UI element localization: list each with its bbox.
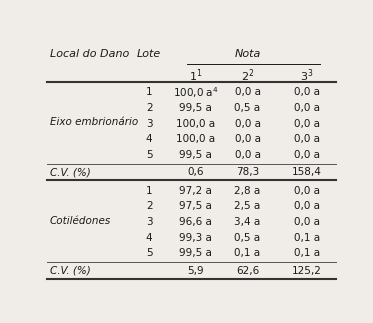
Text: 3: 3: [146, 217, 153, 227]
Text: Eixo embrionário: Eixo embrionário: [50, 117, 138, 127]
Text: 96,6 a: 96,6 a: [179, 217, 212, 227]
Text: 2,5 a: 2,5 a: [234, 202, 261, 212]
Text: 4: 4: [146, 233, 153, 243]
Text: 97,5 a: 97,5 a: [179, 202, 212, 212]
Text: 0,0 a: 0,0 a: [294, 186, 320, 196]
Text: 5: 5: [146, 248, 153, 258]
Text: 4: 4: [146, 134, 153, 144]
Text: $1^{1}$: $1^{1}$: [189, 68, 202, 84]
Text: 2,8 a: 2,8 a: [234, 186, 261, 196]
Text: 3: 3: [146, 119, 153, 129]
Text: 0,0 a: 0,0 a: [294, 119, 320, 129]
Text: 1: 1: [146, 88, 153, 98]
Text: 0,1 a: 0,1 a: [294, 233, 320, 243]
Text: Nota: Nota: [234, 49, 261, 59]
Text: 100,0 a: 100,0 a: [176, 119, 215, 129]
Text: 0,0 a: 0,0 a: [294, 134, 320, 144]
Text: 99,5 a: 99,5 a: [179, 150, 212, 160]
Text: 0,0 a: 0,0 a: [294, 150, 320, 160]
Text: 2: 2: [146, 202, 153, 212]
Text: 0,1 a: 0,1 a: [235, 248, 261, 258]
Text: 0,0 a: 0,0 a: [235, 119, 260, 129]
Text: Cotilédones: Cotilédones: [50, 215, 111, 225]
Text: 125,2: 125,2: [292, 266, 322, 276]
Text: 97,2 a: 97,2 a: [179, 186, 212, 196]
Text: 0,5 a: 0,5 a: [235, 103, 261, 113]
Text: 99,5 a: 99,5 a: [179, 103, 212, 113]
Text: 99,5 a: 99,5 a: [179, 248, 212, 258]
Text: C.V. (%): C.V. (%): [50, 266, 90, 276]
Text: 3,4 a: 3,4 a: [234, 217, 261, 227]
Text: 78,3: 78,3: [236, 167, 259, 177]
Text: 0,6: 0,6: [187, 167, 204, 177]
Text: $2^{2}$: $2^{2}$: [241, 68, 254, 84]
Text: 0,0 a: 0,0 a: [235, 134, 260, 144]
Text: 99,3 a: 99,3 a: [179, 233, 212, 243]
Text: 0,0 a: 0,0 a: [235, 150, 260, 160]
Text: 0,1 a: 0,1 a: [294, 248, 320, 258]
Text: 62,6: 62,6: [236, 266, 259, 276]
Text: 0,0 a: 0,0 a: [294, 202, 320, 212]
Text: Local do Dano: Local do Dano: [50, 49, 129, 59]
Text: 2: 2: [146, 103, 153, 113]
Text: 0,5 a: 0,5 a: [235, 233, 261, 243]
Text: $3^{3}$: $3^{3}$: [300, 68, 314, 84]
Text: 1: 1: [146, 186, 153, 196]
Text: 0,0 a: 0,0 a: [294, 103, 320, 113]
Text: 5,9: 5,9: [187, 266, 204, 276]
Text: 0,0 a: 0,0 a: [235, 88, 260, 98]
Text: Lote: Lote: [137, 49, 162, 59]
Text: 0,0 a: 0,0 a: [294, 88, 320, 98]
Text: 158,4: 158,4: [292, 167, 322, 177]
Text: 5: 5: [146, 150, 153, 160]
Text: 100,0 a$^{4}$: 100,0 a$^{4}$: [173, 85, 218, 100]
Text: C.V. (%): C.V. (%): [50, 167, 90, 177]
Text: 100,0 a: 100,0 a: [176, 134, 215, 144]
Text: 0,0 a: 0,0 a: [294, 217, 320, 227]
